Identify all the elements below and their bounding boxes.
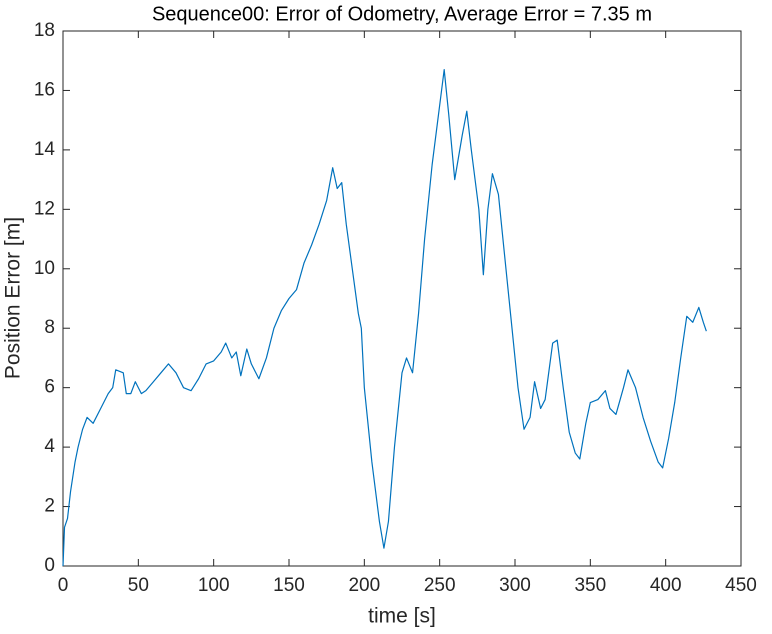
- y-tick-label: 2: [44, 496, 55, 517]
- x-axis-label: time [s]: [368, 605, 436, 628]
- data-line: [62, 69, 707, 567]
- x-tick-label: 50: [128, 575, 149, 596]
- chart-title: Sequence00: Error of Odometry, Average E…: [152, 3, 652, 25]
- x-tick-label: 350: [574, 575, 606, 596]
- y-tick-label: 12: [34, 198, 55, 219]
- x-tick-label: 450: [725, 575, 757, 596]
- y-tick-label: 0: [44, 555, 55, 576]
- y-tick-label: 18: [34, 20, 55, 41]
- x-tick-label: 250: [424, 575, 456, 596]
- y-axis-label: Position Error [m]: [2, 217, 25, 379]
- y-tick-label: 6: [44, 377, 55, 398]
- y-tick-label: 4: [44, 436, 55, 457]
- plot-area: [62, 30, 742, 567]
- y-tick-label: 14: [34, 139, 56, 160]
- y-tick-label: 10: [34, 258, 55, 279]
- y-tick-label: 8: [44, 317, 55, 338]
- x-tick-label: 200: [348, 575, 380, 596]
- x-tick-label: 100: [198, 575, 230, 596]
- x-tick-label: 150: [273, 575, 305, 596]
- x-tick-label: 400: [650, 575, 682, 596]
- y-tick-label: 16: [34, 79, 55, 100]
- x-tick-label: 0: [58, 575, 69, 596]
- x-tick-label: 300: [499, 575, 531, 596]
